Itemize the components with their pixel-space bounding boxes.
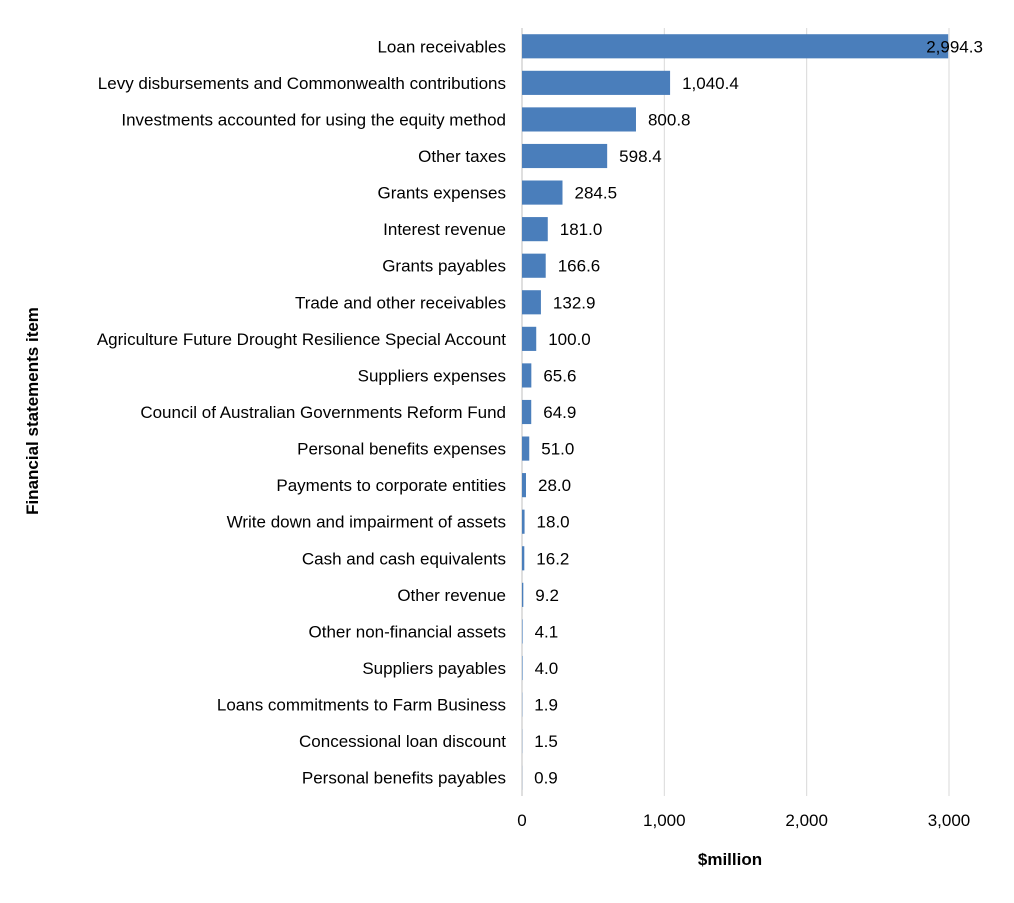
data-label: 100.0 — [548, 330, 591, 349]
bar — [522, 217, 548, 241]
data-label: 18.0 — [537, 513, 570, 532]
category-label: Interest revenue — [383, 220, 506, 239]
bar — [522, 400, 531, 424]
data-label: 64.9 — [543, 403, 576, 422]
data-label: 284.5 — [574, 184, 617, 203]
data-label: 166.6 — [558, 257, 601, 276]
category-label: Personal benefits payables — [302, 769, 506, 788]
data-label: 1.5 — [534, 732, 558, 751]
x-tick-label: 3,000 — [928, 811, 971, 830]
data-label: 51.0 — [541, 440, 574, 459]
x-tick-labels: 0 1,000 2,000 3,000 — [517, 811, 970, 830]
bar — [522, 437, 529, 461]
category-label: Suppliers expenses — [358, 366, 506, 385]
bar — [522, 656, 523, 680]
x-tick-label: 2,000 — [785, 811, 828, 830]
data-label: 4.0 — [535, 659, 559, 678]
bar — [522, 254, 546, 278]
category-label: Agriculture Future Drought Resilience Sp… — [97, 330, 506, 349]
bar — [522, 144, 607, 168]
bar — [522, 510, 525, 534]
bar — [522, 327, 536, 351]
bar — [522, 363, 531, 387]
category-label: Personal benefits expenses — [297, 440, 506, 459]
gridlines — [522, 28, 949, 796]
category-label: Payments to corporate entities — [276, 476, 506, 495]
category-label: Levy disbursements and Commonwealth cont… — [98, 74, 506, 93]
bar — [522, 71, 670, 95]
x-tick-label: 0 — [517, 811, 526, 830]
bar — [522, 290, 541, 314]
category-label: Loan receivables — [377, 37, 506, 56]
data-label: 598.4 — [619, 147, 662, 166]
category-label: Grants payables — [382, 257, 506, 276]
bar — [522, 619, 523, 643]
data-label: 16.2 — [536, 549, 569, 568]
category-label: Suppliers payables — [362, 659, 506, 678]
data-label: 2,994.3 — [926, 37, 983, 56]
category-label: Other non-financial assets — [309, 622, 507, 641]
data-label: 0.9 — [534, 769, 558, 788]
category-label: Other revenue — [397, 586, 506, 605]
x-axis-title: $million — [698, 850, 762, 869]
category-label: Concessional loan discount — [299, 732, 506, 751]
bar — [522, 34, 948, 58]
data-label: 9.2 — [535, 586, 559, 605]
category-label: Other taxes — [418, 147, 506, 166]
data-label: 800.8 — [648, 110, 691, 129]
bar — [522, 473, 526, 497]
category-label: Investments accounted for using the equi… — [121, 110, 506, 129]
data-label: 28.0 — [538, 476, 571, 495]
data-label: 4.1 — [535, 622, 559, 641]
category-label: Write down and impairment of assets — [227, 513, 506, 532]
category-label: Cash and cash equivalents — [302, 549, 506, 568]
data-label: 181.0 — [560, 220, 603, 239]
category-labels: Loan receivables Levy disbursements and C… — [97, 37, 506, 787]
data-label: 65.6 — [543, 366, 576, 385]
bar — [522, 583, 523, 607]
category-label: Trade and other receivables — [295, 293, 506, 312]
category-label: Grants expenses — [377, 184, 506, 203]
bar — [522, 107, 636, 131]
category-label: Loans commitments to Farm Business — [217, 696, 506, 715]
x-tick-label: 1,000 — [643, 811, 686, 830]
bar — [522, 181, 562, 205]
bars — [522, 34, 948, 790]
y-axis-title: Financial statements item — [23, 307, 42, 515]
data-label: 1.9 — [534, 696, 558, 715]
category-label: Council of Australian Governments Reform… — [140, 403, 506, 422]
data-label: 1,040.4 — [682, 74, 739, 93]
data-label: 132.9 — [553, 293, 596, 312]
bar — [522, 546, 524, 570]
